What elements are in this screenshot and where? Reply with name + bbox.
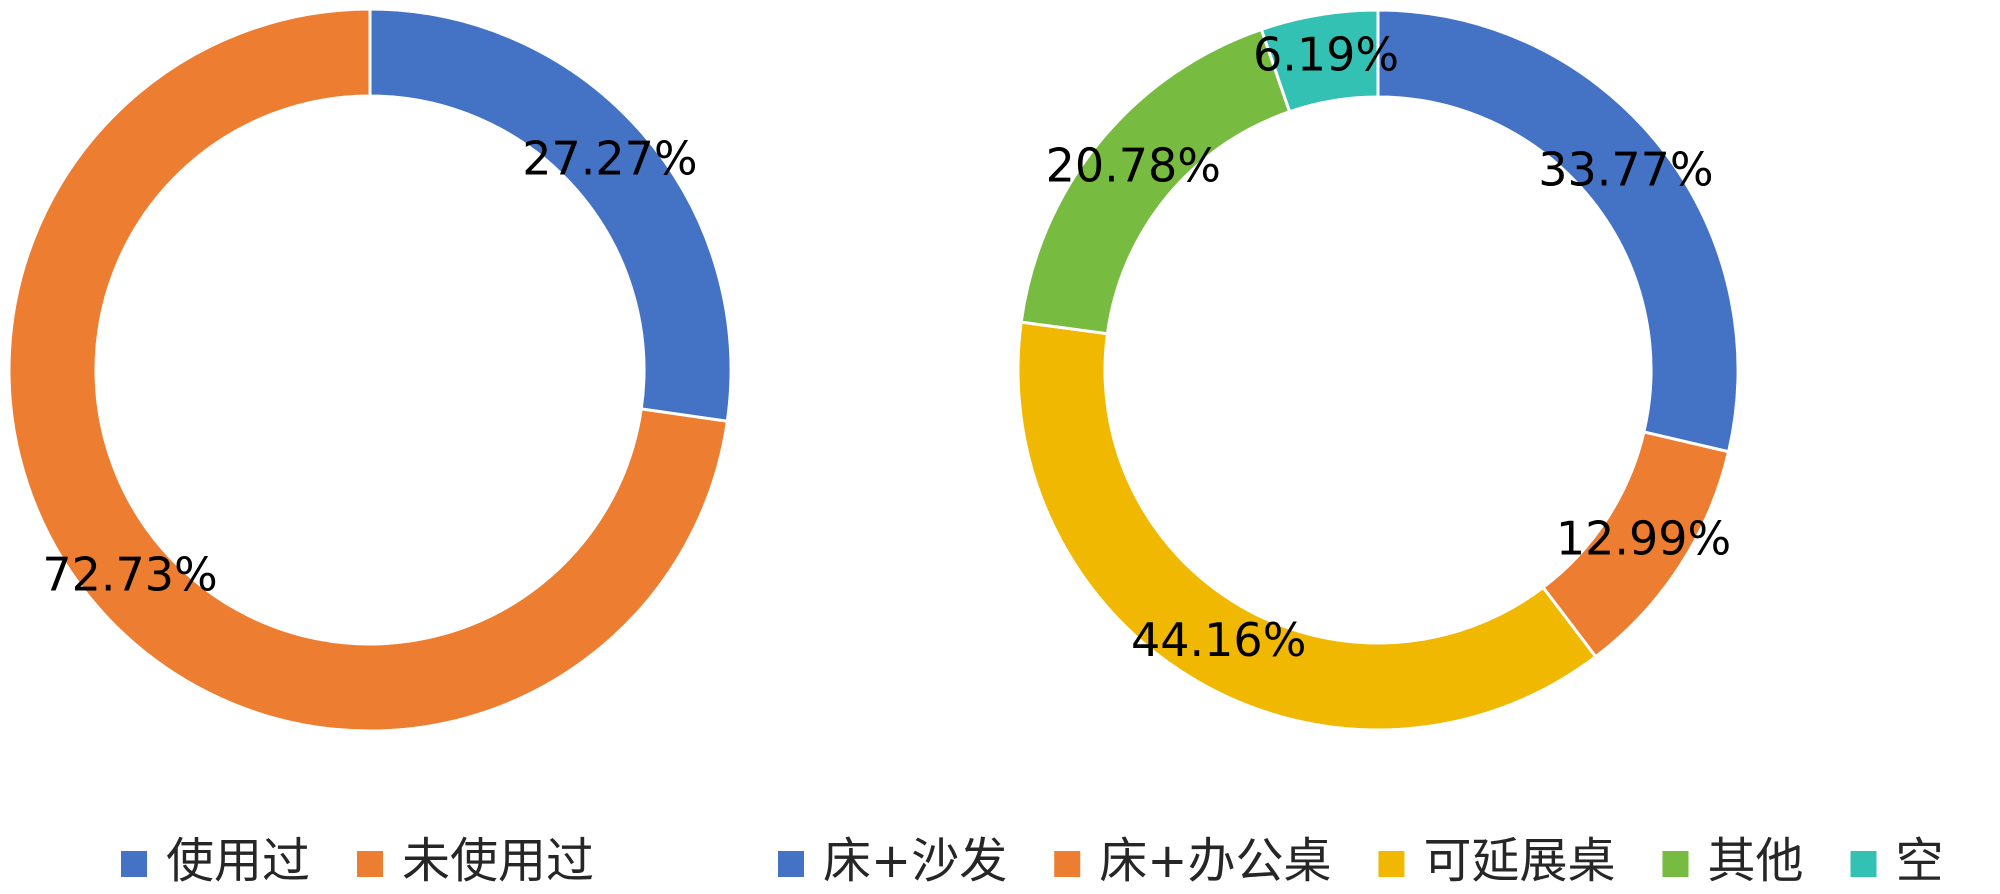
legend-swatch: [1378, 851, 1405, 877]
legend-label: 空: [1896, 833, 1944, 889]
data-label: 6.19%: [1253, 27, 1399, 81]
data-label: 44.16%: [1131, 613, 1306, 667]
donut-segment: [1259, 8, 1380, 114]
data-label: 20.78%: [1046, 139, 1221, 193]
data-label: 27.27%: [522, 132, 697, 186]
legend-swatch: [778, 851, 804, 877]
legend-swatch: [121, 851, 147, 877]
data-label: 33.77%: [1538, 143, 1713, 197]
donut-segment: [7, 7, 730, 733]
legend-label: 可延展桌: [1423, 833, 1615, 889]
legend-swatch: [1850, 851, 1877, 877]
donut-segment: [1376, 8, 1740, 454]
legend-label: 床+办公桌: [1099, 833, 1331, 889]
legend-swatch: [357, 851, 384, 877]
legend-swatch: [1662, 851, 1689, 877]
donut-segment: [368, 7, 733, 424]
legend-label: 其他: [1707, 833, 1803, 889]
data-label: 72.73%: [42, 547, 217, 601]
legend-label: 使用过: [166, 833, 310, 889]
data-label: 12.99%: [1556, 512, 1731, 566]
legend-swatch: [1054, 851, 1081, 877]
legend-label: 未使用过: [402, 833, 594, 889]
donut-segment: [1016, 320, 1598, 732]
legend-label: 床+沙发: [823, 833, 1007, 889]
